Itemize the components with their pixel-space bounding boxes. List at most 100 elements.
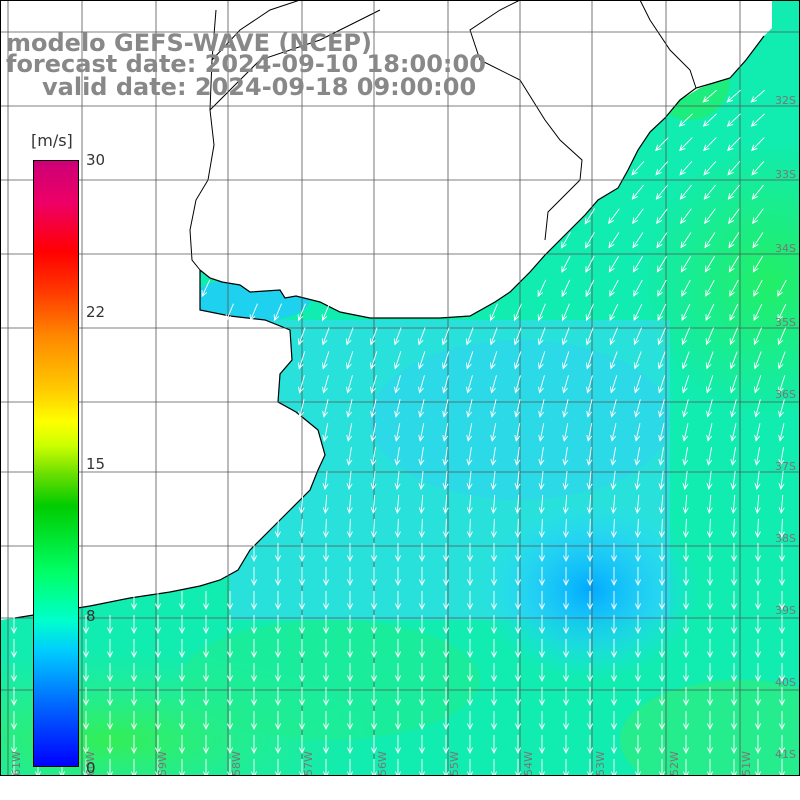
- wind-arrow-shaft: [729, 279, 739, 297]
- wind-arrow-head: [417, 362, 424, 370]
- wind-arrow-shaft: [726, 89, 742, 103]
- wind-arrow-head: [632, 217, 639, 225]
- wind-arrow-head: [585, 265, 591, 273]
- wind-arrow-head: [201, 290, 208, 298]
- wind-arrow-shaft: [587, 399, 593, 417]
- wind-arrow-head: [727, 193, 734, 200]
- wind-arrow-shaft: [683, 423, 689, 441]
- wind-arrow-head: [490, 603, 498, 611]
- wind-arrow-shaft: [322, 351, 330, 369]
- wind-arrow-head: [537, 362, 544, 370]
- wind-arrow-head: [658, 723, 666, 731]
- wind-arrow-shaft: [561, 255, 571, 273]
- wind-arrow-head: [346, 386, 352, 394]
- wind-arrow-head: [586, 410, 593, 418]
- wind-arrow-shaft: [611, 423, 617, 441]
- wind-arrow-head: [585, 241, 591, 249]
- wind-arrow-head: [679, 193, 686, 200]
- wind-arrow-head: [394, 531, 401, 539]
- wind-arrow-head: [394, 483, 401, 490]
- wind-arrow-head: [610, 458, 617, 466]
- wind-arrow-head: [634, 627, 642, 635]
- wind-arrow-head: [297, 362, 304, 370]
- wind-arrow-head: [298, 507, 305, 515]
- wind-arrow-head: [514, 410, 521, 418]
- wind-arrow-shaft: [538, 351, 546, 369]
- wind-arrow-head: [418, 507, 425, 515]
- lon-label: 53W: [593, 751, 607, 776]
- wind-arrow-head: [777, 338, 784, 346]
- wind-arrow-head: [466, 579, 474, 587]
- wind-arrow-head: [538, 747, 546, 755]
- wind-arrow-head: [729, 362, 736, 370]
- wind-arrow-head: [513, 338, 520, 346]
- wind-arrow-head: [657, 289, 663, 297]
- wind-arrow-head: [586, 483, 593, 490]
- wind-arrow-head: [250, 603, 258, 611]
- wind-arrow-shaft: [394, 327, 402, 345]
- wind-arrow-shaft: [443, 399, 449, 417]
- wind-arrow-head: [346, 723, 354, 731]
- wind-arrow-shaft: [656, 232, 668, 248]
- wind-arrow-head: [754, 651, 762, 659]
- wind-arrow-head: [514, 459, 521, 466]
- wind-arrow-shaft: [705, 279, 715, 297]
- wind-arrow-head: [298, 651, 306, 659]
- wind-arrow-shaft: [466, 351, 474, 369]
- wind-arrow-shaft: [347, 375, 353, 393]
- wind-arrow-head: [610, 507, 617, 514]
- wind-arrow-shaft: [752, 256, 764, 272]
- wind-arrow-head: [634, 675, 642, 683]
- wind-arrow-head: [130, 699, 138, 707]
- wind-arrow-head: [562, 651, 570, 659]
- wind-arrow-head: [609, 314, 616, 322]
- wind-arrow-shaft: [443, 375, 449, 393]
- wind-arrow-head: [490, 699, 498, 707]
- wind-arrow-head: [298, 410, 305, 418]
- wind-arrow-head: [130, 675, 138, 683]
- wind-arrow-shaft: [633, 303, 643, 321]
- wind-arrow-shaft: [660, 471, 664, 489]
- wind-arrow-head: [226, 603, 234, 611]
- wind-arrow-shaft: [703, 137, 717, 151]
- lat-label: 35S: [775, 316, 796, 329]
- wind-arrow-shaft: [731, 423, 737, 441]
- wind-arrow-head: [562, 723, 570, 731]
- wind-arrow-shaft: [491, 375, 497, 393]
- wind-arrow-shaft: [703, 113, 717, 127]
- wind-arrow-head: [322, 555, 330, 563]
- wind-arrow-head: [393, 362, 400, 370]
- wind-arrow-head: [562, 434, 569, 442]
- wind-arrow-shaft: [323, 399, 329, 417]
- wind-arrow-head: [298, 675, 306, 683]
- wind-arrow-head: [394, 651, 402, 659]
- wind-arrow-shaft: [347, 399, 353, 417]
- wind-arrow-head: [346, 531, 353, 539]
- wind-arrow-head: [274, 579, 282, 587]
- wind-arrow-head: [634, 410, 640, 418]
- wind-arrow-head: [750, 120, 758, 127]
- wind-arrow-head: [154, 723, 162, 731]
- wind-arrow-head: [202, 675, 210, 683]
- wind-arrow-head: [658, 483, 665, 490]
- wind-arrow-shaft: [733, 518, 735, 538]
- wind-arrow-head: [633, 338, 640, 346]
- wind-arrow-head: [274, 699, 282, 707]
- wind-arrow-shaft: [728, 256, 740, 272]
- wind-arrow-head: [658, 410, 664, 418]
- wind-arrow-head: [178, 603, 186, 611]
- wind-arrow-head: [466, 699, 474, 707]
- wind-arrow-shaft: [419, 375, 425, 393]
- wind-arrow-shaft: [490, 351, 498, 369]
- wind-arrow-shaft: [778, 327, 786, 345]
- wind-arrow-shaft: [613, 518, 615, 538]
- wind-arrow-shaft: [611, 447, 617, 465]
- wind-arrow-head: [466, 675, 474, 683]
- wind-arrow-head: [394, 627, 402, 635]
- wind-arrow-shaft: [490, 327, 498, 345]
- wind-arrow-head: [442, 434, 449, 442]
- wind-arrow-head: [754, 458, 761, 466]
- wind-arrow-shaft: [635, 399, 641, 417]
- wind-arrow-shaft: [752, 208, 764, 224]
- wind-arrow-head: [346, 555, 354, 563]
